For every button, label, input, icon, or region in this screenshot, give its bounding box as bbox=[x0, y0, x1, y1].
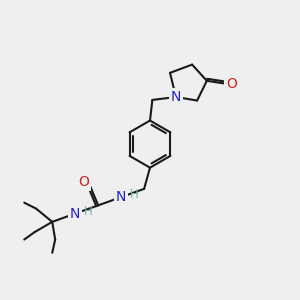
Text: N: N bbox=[116, 190, 126, 204]
Text: H: H bbox=[130, 188, 139, 201]
Text: O: O bbox=[78, 175, 89, 189]
Text: H: H bbox=[84, 205, 93, 218]
Text: N: N bbox=[70, 207, 80, 220]
Text: N: N bbox=[171, 90, 181, 104]
Text: O: O bbox=[226, 77, 237, 91]
